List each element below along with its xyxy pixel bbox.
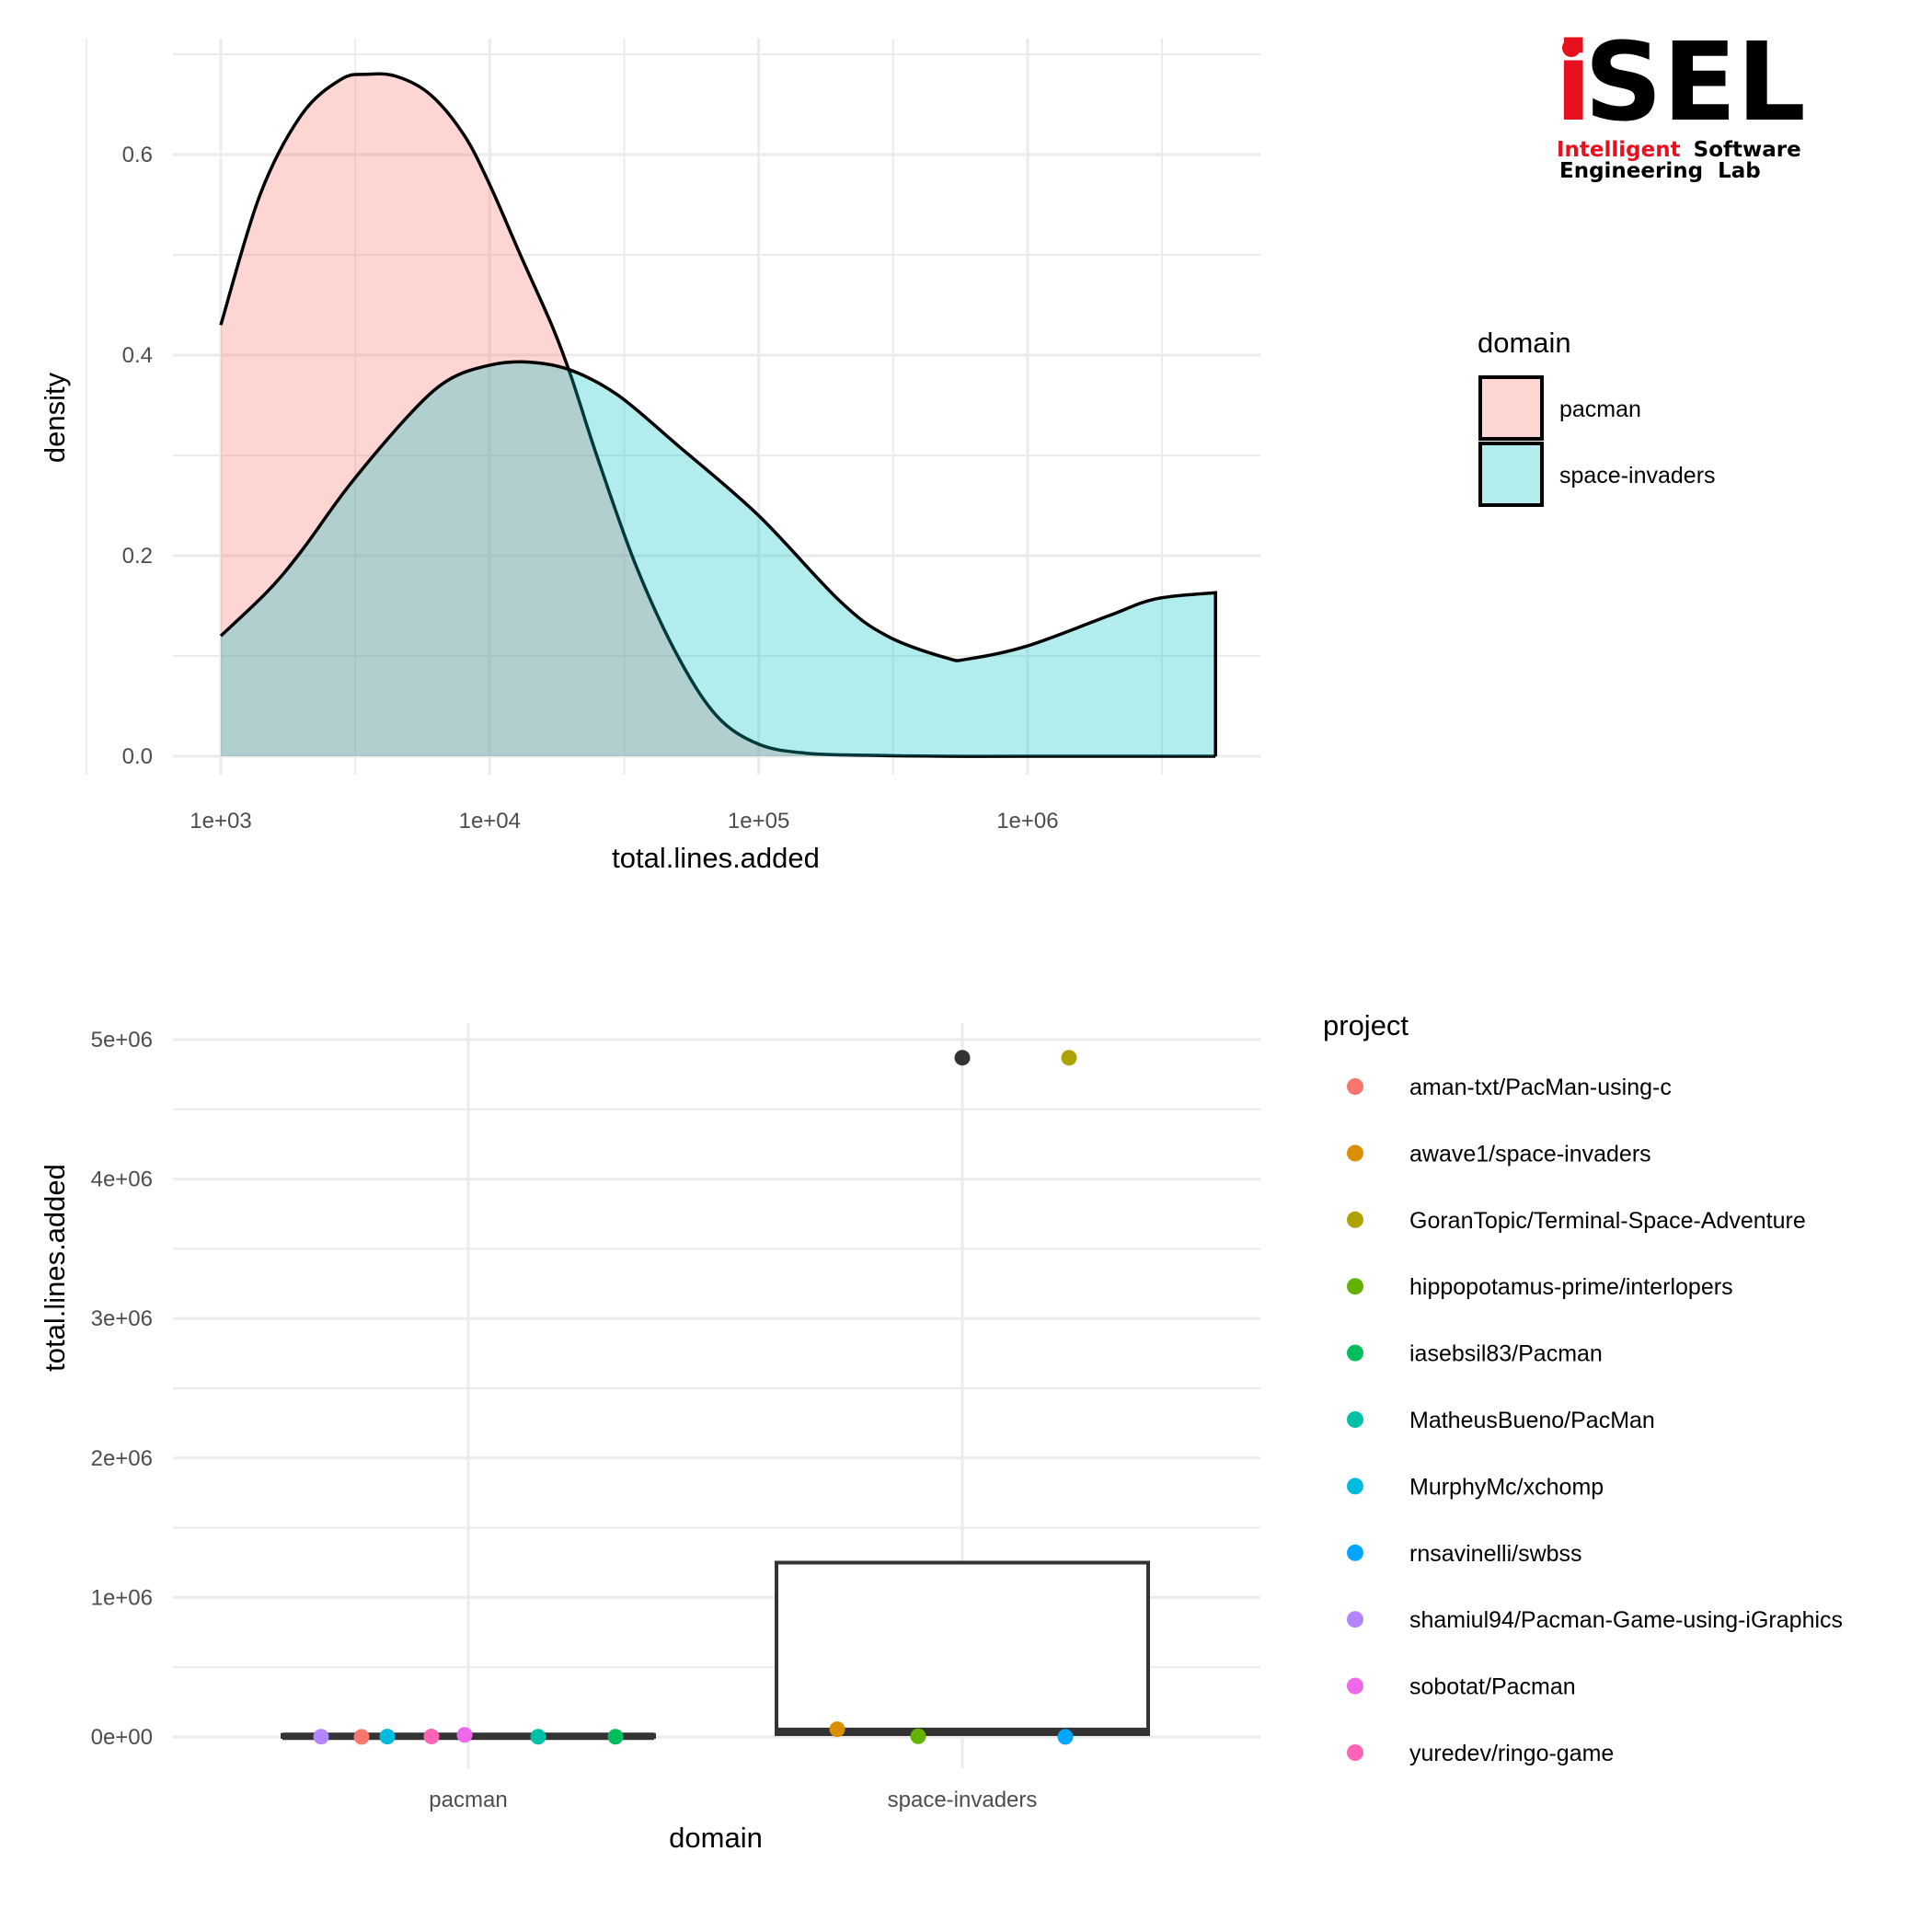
boxplot-y-tick-label: 5e+06	[91, 1028, 153, 1052]
boxplot-y-ticks: 0e+00 1e+06 2e+06 3e+06 4e+06 5e+06	[91, 1028, 153, 1750]
density-legend-swatch	[1478, 375, 1544, 441]
project-legend-label: sobotat/Pacman	[1409, 1674, 1576, 1700]
boxplot-x-tick-label: space-invaders	[888, 1788, 1038, 1812]
density-line-pacman	[219, 72, 1216, 758]
box-space-invaders	[775, 1560, 1150, 1736]
project-point	[829, 1721, 845, 1738]
density-y-tick-label: 0.0	[122, 744, 153, 769]
project-legend-dot	[1347, 1744, 1363, 1761]
boxplot-y-axis-title: total.lines.added	[39, 1164, 71, 1372]
logo-dot-icon	[1562, 39, 1581, 57]
project-point	[456, 1727, 473, 1743]
logo-line1-black: Software	[1694, 138, 1801, 162]
project-legend-dot	[1347, 1344, 1363, 1362]
density-legend-title: domain	[1478, 327, 1571, 359]
project-legend-title: project	[1323, 1009, 1409, 1041]
density-x-tick-label: 1e+06	[996, 809, 1058, 834]
project-point	[353, 1729, 370, 1745]
project-point	[910, 1728, 926, 1744]
box-outlier-space-invaders	[954, 1050, 971, 1066]
density-legend-key-bg	[1480, 377, 1542, 439]
density-y-axis-title: density	[39, 372, 71, 463]
density-area-pacman	[221, 74, 1216, 757]
logo-line2: Engineering Lab	[1559, 159, 1761, 183]
density-y-tick-label: 0.6	[122, 143, 153, 167]
density-area-space-invaders	[221, 362, 1216, 756]
density-gridlines	[85, 39, 1260, 775]
density-y-tick-label: 0.4	[122, 343, 153, 368]
density-line-space-invaders	[219, 360, 1217, 756]
boxplot-chart: pacman space-invaders 0e+00 1e+06 2e+06 3e+0…	[39, 1009, 1843, 1854]
density-x-axis-title: total.lines.added	[612, 842, 820, 874]
project-point	[607, 1729, 624, 1745]
density-y-ticks: 0.0 0.2 0.4 0.6	[122, 143, 153, 769]
project-legend-dot	[1347, 1478, 1363, 1495]
project-legend-dot	[1347, 1078, 1363, 1095]
project-legend-label: MatheusBueno/PacMan	[1409, 1408, 1655, 1433]
density-x-tick-label: 1e+03	[190, 809, 251, 834]
density-legend: domain pacman space-invaders	[1478, 327, 1716, 507]
boxplot-y-tick-label: 4e+06	[91, 1167, 153, 1192]
project-point	[1061, 1050, 1077, 1066]
svg-text:Intelligent Software: Intelligent Software	[1557, 138, 1801, 162]
boxplot-y-tick-label: 0e+00	[91, 1725, 153, 1750]
boxplot-y-tick-label: 2e+06	[91, 1446, 153, 1471]
boxplot-x-tick-label: pacman	[429, 1788, 507, 1812]
density-areas	[219, 72, 1217, 758]
density-chart: 1e+03 1e+04 1e+05 1e+06 0.0 0.2 0.4 0.6 total.…	[39, 39, 1716, 874]
boxplot-points	[313, 1050, 1077, 1745]
density-legend-label: pacman	[1559, 397, 1641, 422]
project-legend-label: aman-txt/PacMan-using-c	[1409, 1075, 1672, 1100]
isel-logo: i SEL Intelligent Software Engineering L…	[1555, 18, 1806, 183]
density-y-tick-label: 0.2	[122, 544, 153, 569]
density-legend-swatch	[1478, 442, 1544, 507]
project-point	[530, 1729, 546, 1745]
project-legend-label: iasebsil83/Pacman	[1409, 1341, 1603, 1367]
logo-letters: SEL	[1584, 18, 1806, 145]
density-x-tick-label: 1e+04	[459, 809, 521, 834]
density-legend-label: space-invaders	[1559, 463, 1716, 489]
project-point	[313, 1729, 329, 1745]
project-legend-label: GoranTopic/Terminal-Space-Adventure	[1409, 1208, 1806, 1234]
project-legend-label: MurphyMc/xchomp	[1409, 1474, 1604, 1500]
boxplot-x-ticks: pacman space-invaders	[429, 1788, 1037, 1812]
project-point	[423, 1729, 440, 1745]
density-x-tick-label: 1e+05	[728, 809, 789, 834]
project-legend-label: awave1/space-invaders	[1409, 1141, 1651, 1167]
project-point	[379, 1729, 396, 1745]
project-legend-dot	[1347, 1411, 1363, 1428]
project-legend-dot	[1347, 1611, 1363, 1628]
project-legend-dot	[1347, 1677, 1363, 1695]
project-legend-dot	[1347, 1144, 1363, 1162]
density-x-ticks: 1e+03 1e+04 1e+05 1e+06	[190, 809, 1058, 834]
density-legend-key-bg	[1480, 443, 1542, 505]
project-legend-dot	[1347, 1278, 1363, 1295]
project-point	[1057, 1729, 1074, 1745]
boxplot-y-tick-label: 3e+06	[91, 1306, 153, 1331]
project-legend-dot	[1347, 1211, 1363, 1228]
project-legend-label: shamiul94/Pacman-Game-using-iGraphics	[1409, 1607, 1843, 1633]
project-legend-dot	[1347, 1544, 1363, 1561]
boxplot-x-axis-title: domain	[669, 1822, 763, 1854]
project-legend: project aman-txt/PacMan-using-c awave1/sp…	[1323, 1009, 1843, 1766]
project-legend-label: rnsavinelli/swbss	[1409, 1541, 1582, 1567]
boxplot-boxes	[281, 1050, 1150, 1741]
project-legend-label: yuredev/ringo-game	[1409, 1741, 1614, 1766]
logo-line1-red: Intelligent	[1557, 138, 1681, 162]
logo-letter-i: i	[1555, 18, 1592, 145]
boxplot-y-tick-label: 1e+06	[91, 1585, 153, 1610]
project-legend-label: hippopotamus-prime/interlopers	[1409, 1274, 1733, 1300]
